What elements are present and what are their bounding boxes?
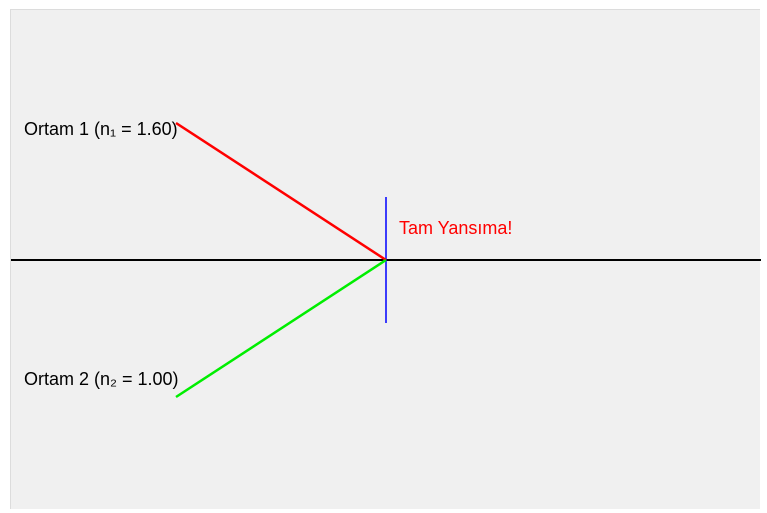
second-ray bbox=[175, 258, 387, 399]
medium-1-label: Ortam 1 (n₁ = 1.60) bbox=[24, 119, 178, 139]
medium-2-label: Ortam 2 (n₂ = 1.00) bbox=[24, 369, 179, 389]
refraction-diagram: Ortam 1 (n₁ = 1.60) Ortam 2 (n₂ = 1.00) … bbox=[11, 119, 761, 399]
total-reflection-message: Tam Yansıma! bbox=[399, 218, 512, 238]
simulation-canvas: Ortam 1 (n₁ = 1.60) Ortam 2 (n₂ = 1.00) … bbox=[10, 9, 761, 509]
incident-ray bbox=[175, 121, 387, 262]
